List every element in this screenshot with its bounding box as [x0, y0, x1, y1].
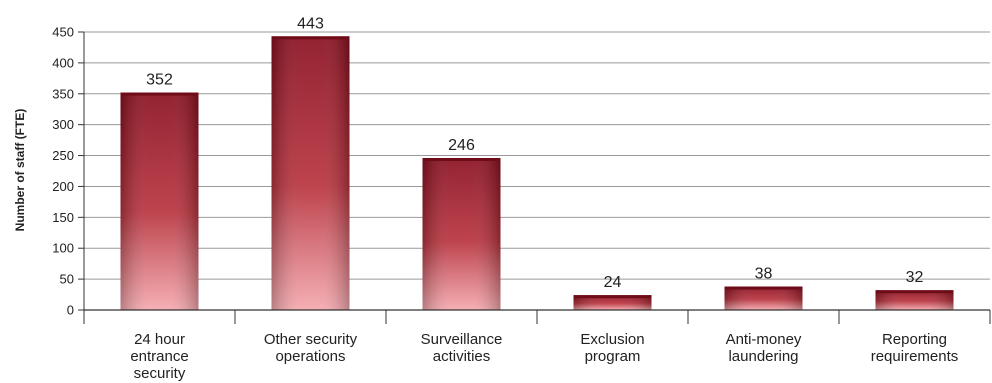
data-label: 246 — [448, 137, 475, 154]
bar — [120, 92, 199, 310]
data-labels: 352 443 246 24 38 32 — [146, 15, 923, 291]
x-tick-label: Other security operations — [264, 331, 358, 365]
data-label: 443 — [297, 15, 324, 32]
bar — [271, 36, 350, 311]
x-tick-label: Exclusion program — [580, 331, 644, 365]
y-tick-label: 150 — [52, 210, 74, 225]
data-label: 352 — [146, 72, 173, 89]
bar — [573, 295, 652, 310]
y-tick-label: 0 — [67, 303, 74, 318]
y-tick-label: 100 — [52, 241, 74, 256]
x-axis: 24 hour entrance security Other security ope… — [83, 309, 991, 382]
y-tick-label: 200 — [52, 179, 74, 194]
bar — [875, 290, 954, 310]
bar — [724, 286, 803, 310]
x-tick-label: Surveillance activities — [421, 331, 503, 365]
y-tick-label: 250 — [52, 148, 74, 163]
y-tick-label: 300 — [52, 117, 74, 132]
y-tick-label: 450 — [52, 25, 74, 40]
y-axis-label: Number of staff (FTE) — [13, 109, 27, 232]
data-label: 32 — [906, 269, 924, 286]
y-axis: 0 50 100 150 200 250 300 350 400 450 — [52, 25, 85, 318]
x-tick-label: Reporting requirements — [871, 331, 959, 365]
bar — [422, 158, 501, 310]
data-label: 38 — [755, 266, 773, 283]
x-tick-label: Anti-money laundering — [726, 331, 802, 365]
x-tick-label: 24 hour entrance security — [130, 331, 188, 382]
y-tick-label: 350 — [52, 86, 74, 101]
y-tick-label: 50 — [60, 272, 74, 287]
bars — [120, 36, 954, 311]
gridlines — [84, 31, 990, 280]
y-tick-label: 400 — [52, 55, 74, 70]
data-label: 24 — [604, 274, 622, 291]
